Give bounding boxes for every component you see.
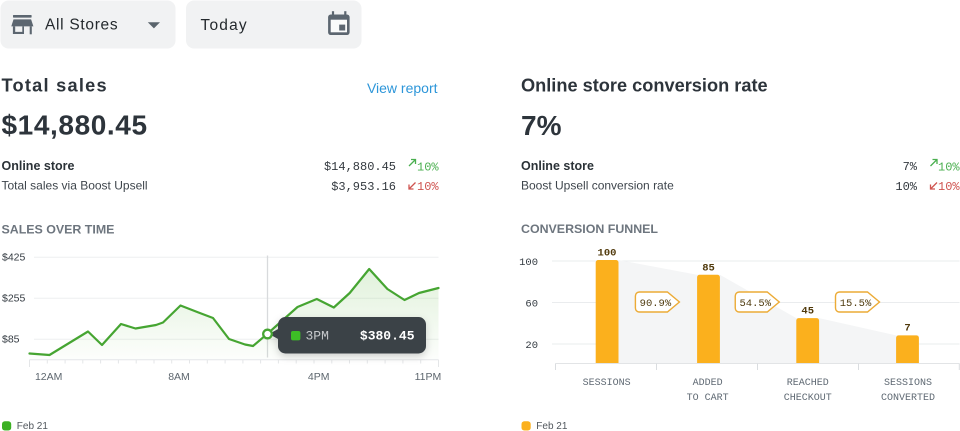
svg-text:3PM: 3PM	[306, 329, 329, 344]
svg-text:100: 100	[598, 247, 617, 259]
svg-text:SESSIONS: SESSIONS	[884, 378, 932, 389]
svg-text:10%: 10%	[938, 180, 960, 194]
svg-text:$425: $425	[2, 252, 26, 264]
svg-text:View report: View report	[367, 80, 438, 96]
svg-text:$380.45: $380.45	[360, 329, 415, 344]
svg-text:12AM: 12AM	[35, 371, 62, 383]
svg-text:10%: 10%	[417, 180, 439, 194]
svg-text:100: 100	[519, 257, 538, 269]
svg-text:TO CART: TO CART	[687, 393, 729, 404]
svg-text:15.5%: 15.5%	[840, 298, 872, 310]
svg-text:10%: 10%	[417, 160, 439, 174]
svg-text:Total sales: Total sales	[2, 75, 108, 95]
svg-text:11PM: 11PM	[415, 371, 442, 383]
svg-text:Today: Today	[201, 17, 248, 34]
svg-text:20: 20	[525, 340, 538, 352]
svg-text:45: 45	[801, 305, 814, 317]
svg-text:CONVERSION FUNNEL: CONVERSION FUNNEL	[521, 222, 658, 236]
svg-text:54.5%: 54.5%	[739, 298, 771, 310]
svg-text:10%: 10%	[895, 180, 917, 194]
svg-text:CHECKOUT: CHECKOUT	[784, 393, 832, 404]
svg-text:$3,953.16: $3,953.16	[331, 180, 396, 194]
svg-text:Online store: Online store	[2, 159, 75, 173]
svg-text:$14,880.45: $14,880.45	[2, 109, 148, 140]
svg-text:Boost Upsell conversion rate: Boost Upsell conversion rate	[521, 179, 674, 193]
svg-text:Online store: Online store	[521, 159, 594, 173]
svg-text:Online store conversion rate: Online store conversion rate	[521, 75, 768, 95]
svg-text:7%: 7%	[521, 110, 562, 141]
svg-text:Feb 21: Feb 21	[536, 421, 568, 431]
svg-text:60: 60	[525, 298, 538, 310]
svg-text:85: 85	[702, 262, 715, 274]
svg-text:REACHED: REACHED	[787, 378, 829, 389]
svg-text:8AM: 8AM	[168, 371, 190, 383]
svg-text:4PM: 4PM	[308, 371, 330, 383]
svg-text:7%: 7%	[903, 160, 918, 174]
svg-text:Feb 21: Feb 21	[17, 421, 49, 431]
svg-text:10%: 10%	[938, 160, 960, 174]
svg-text:ADDED: ADDED	[693, 378, 723, 389]
svg-text:All Stores: All Stores	[45, 17, 118, 34]
svg-text:CONVERTED: CONVERTED	[881, 393, 935, 404]
svg-text:$14,880.45: $14,880.45	[324, 160, 396, 174]
svg-text:7: 7	[904, 323, 910, 335]
svg-text:SALES OVER TIME: SALES OVER TIME	[2, 223, 115, 237]
svg-text:SESSIONS: SESSIONS	[583, 378, 631, 389]
svg-text:Total sales via Boost Upsell: Total sales via Boost Upsell	[2, 179, 148, 193]
svg-text:90.9%: 90.9%	[640, 298, 672, 310]
svg-text:$255: $255	[2, 293, 26, 305]
svg-text:$85: $85	[2, 334, 20, 346]
